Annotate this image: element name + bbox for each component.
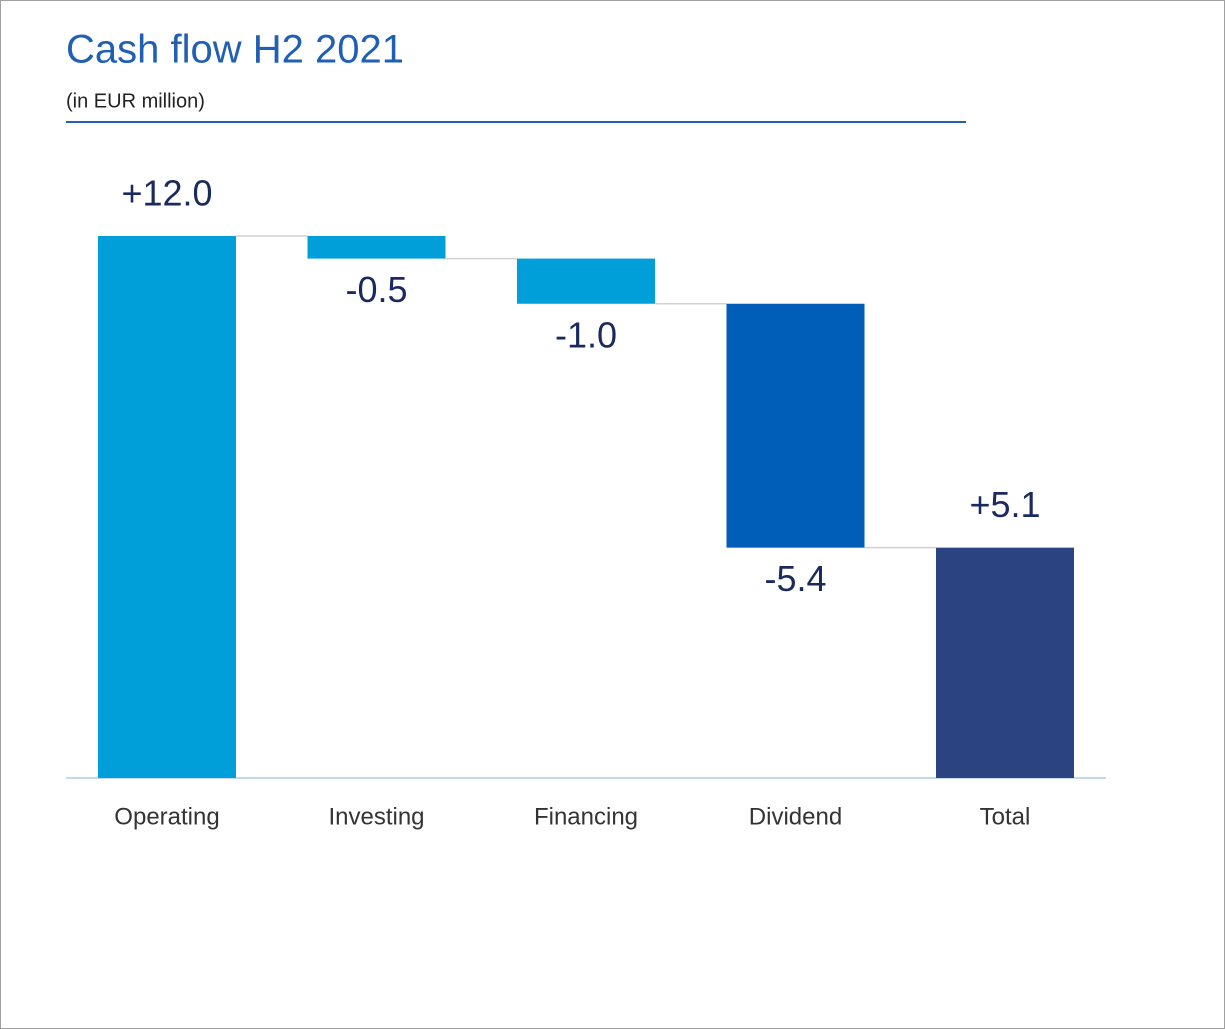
value-label: -0.5 bbox=[345, 269, 407, 310]
bar bbox=[307, 236, 446, 259]
value-label: -5.4 bbox=[764, 558, 826, 599]
x-tick-label: Investing bbox=[328, 803, 424, 830]
bar bbox=[517, 258, 655, 304]
bar bbox=[726, 303, 865, 548]
chart-subtitle: (in EUR million) bbox=[66, 90, 205, 112]
x-tick-label: Total bbox=[980, 803, 1031, 830]
value-label: -1.0 bbox=[555, 314, 617, 355]
x-tick-label: Dividend bbox=[749, 803, 842, 830]
bar bbox=[936, 547, 1074, 778]
value-label: +12.0 bbox=[121, 173, 212, 214]
x-tick-label: Financing bbox=[534, 803, 638, 830]
chart-title: Cash flow H2 2021 bbox=[66, 28, 404, 72]
value-label: +5.1 bbox=[969, 484, 1040, 525]
bar bbox=[98, 236, 236, 778]
x-tick-label: Operating bbox=[114, 803, 219, 830]
